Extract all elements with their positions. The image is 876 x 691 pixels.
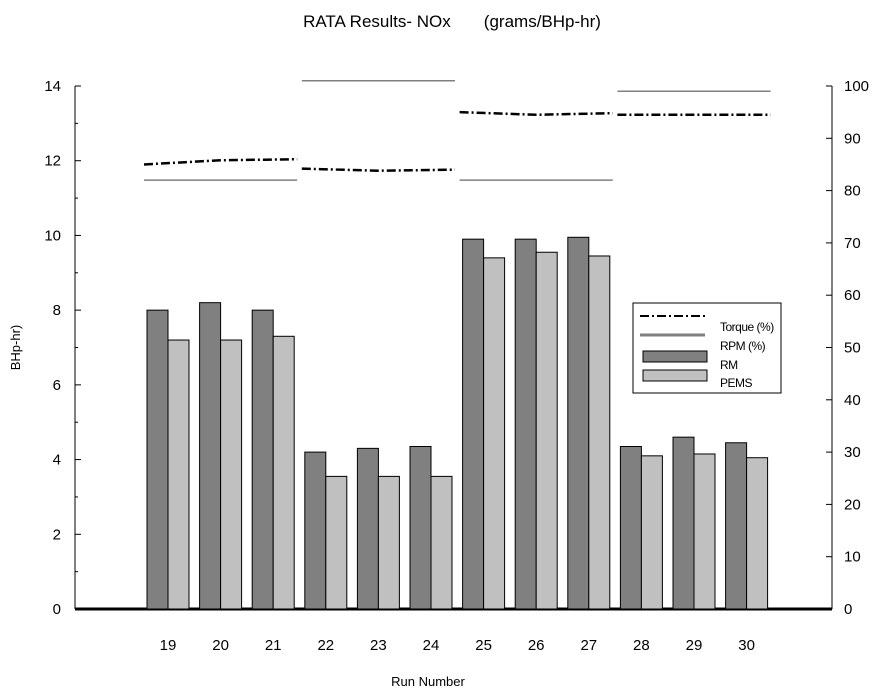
y-tick-label: 8: [53, 302, 61, 319]
y-axis-label: BHp-hr): [8, 325, 23, 371]
x-tick-label: 27: [580, 637, 597, 654]
bar-rm: [619, 445, 642, 610]
legend-rpm-label: RPM (%): [720, 339, 766, 353]
y-tick-label: 12: [44, 153, 61, 170]
y-tick-label: 10: [44, 227, 61, 244]
legend-pems-label: PEMS: [720, 376, 753, 390]
x-tick-label: 20: [212, 637, 229, 654]
bar-rm: [251, 309, 274, 610]
x-tick-label: 23: [370, 637, 387, 654]
legend-torque-label: Torque (%): [720, 320, 774, 334]
y2-tick-label: 70: [844, 235, 861, 252]
x-tick-label: 25: [475, 637, 492, 654]
bar-pems: [535, 251, 558, 610]
y2-tick-label: 30: [844, 444, 861, 461]
y2-tick-label: 40: [844, 392, 861, 409]
x-tick-label: 21: [265, 637, 282, 654]
x-tick-label: 26: [528, 637, 545, 654]
y2-tick-label: 80: [844, 183, 861, 200]
bar-rm: [567, 236, 590, 610]
bar-rm: [725, 442, 748, 610]
bar-pems: [640, 455, 663, 610]
bar-rm: [356, 447, 379, 610]
y-tick-label: 0: [53, 601, 61, 618]
y2-tick-label: 60: [844, 287, 861, 304]
bar-group: [146, 236, 769, 610]
y2-tick-label: 0: [844, 601, 852, 618]
x-tick-label: 28: [633, 637, 650, 654]
y2-tick-label: 90: [844, 130, 861, 147]
bar-pems: [167, 339, 190, 610]
x-tick-label: 22: [317, 637, 334, 654]
bar-rm: [146, 309, 169, 610]
y-tick-label: 2: [53, 526, 61, 543]
legend-rm-label: RM: [720, 358, 738, 372]
y2-tick-label: 20: [844, 496, 861, 513]
y2-tick-label: 100: [844, 78, 869, 95]
bar-pems: [220, 339, 243, 610]
y2-tick-label: 50: [844, 340, 861, 357]
bar-pems: [430, 475, 453, 610]
chart-title: RATA Results- NOx (grams/BHp-hr): [303, 12, 601, 31]
bar-rm: [462, 238, 485, 610]
torque-line: [143, 157, 298, 166]
y2-tick-label: 10: [844, 549, 861, 566]
x-tick-label: 29: [686, 637, 703, 654]
x-tick-label: 30: [738, 637, 755, 654]
legend-pems-swatch: [642, 369, 708, 382]
bar-pems: [746, 457, 769, 610]
torque-line: [459, 110, 613, 117]
y-tick-label: 4: [53, 452, 61, 469]
x-tick-label: 24: [423, 637, 440, 654]
legend-rm-swatch: [642, 350, 708, 363]
bar-pems: [588, 255, 611, 610]
x-tick-label: 19: [160, 637, 177, 654]
y-tick-label: 14: [44, 78, 61, 95]
bar-pems: [377, 475, 400, 610]
bar-rm: [672, 436, 695, 610]
bar-rm: [409, 445, 432, 610]
x-axis-label: Run Number: [391, 674, 465, 689]
bar-rm: [514, 238, 537, 610]
torque-line: [301, 167, 456, 172]
bar-rm: [304, 451, 327, 610]
line-group: [143, 80, 771, 181]
legend: Torque (%) RPM (%) RM PEMS: [632, 302, 782, 394]
bar-pems: [272, 335, 295, 610]
bar-rm: [199, 302, 222, 610]
bar-pems: [693, 453, 716, 610]
bar-pems: [483, 257, 506, 610]
bar-pems: [325, 475, 348, 610]
y-tick-label: 6: [53, 377, 61, 394]
